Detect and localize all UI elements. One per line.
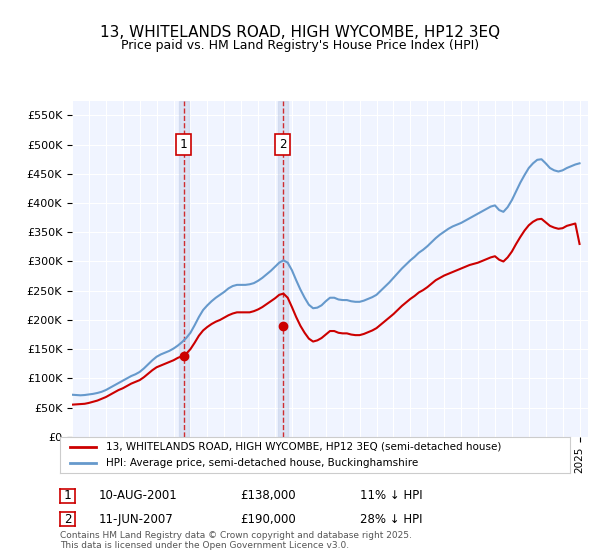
Text: 10-AUG-2001: 10-AUG-2001 [99, 489, 178, 502]
Text: 28% ↓ HPI: 28% ↓ HPI [360, 512, 422, 526]
Text: 1: 1 [180, 138, 187, 151]
Text: 1: 1 [64, 489, 71, 502]
Text: £138,000: £138,000 [240, 489, 296, 502]
Text: £190,000: £190,000 [240, 512, 296, 526]
Text: 13, WHITELANDS ROAD, HIGH WYCOMBE, HP12 3EQ: 13, WHITELANDS ROAD, HIGH WYCOMBE, HP12 … [100, 25, 500, 40]
Text: Contains HM Land Registry data © Crown copyright and database right 2025.
This d: Contains HM Land Registry data © Crown c… [60, 530, 412, 550]
Text: Price paid vs. HM Land Registry's House Price Index (HPI): Price paid vs. HM Land Registry's House … [121, 39, 479, 52]
Text: 2: 2 [64, 513, 71, 526]
Text: HPI: Average price, semi-detached house, Buckinghamshire: HPI: Average price, semi-detached house,… [106, 458, 418, 468]
Text: 2: 2 [279, 138, 286, 151]
Text: 11% ↓ HPI: 11% ↓ HPI [360, 489, 422, 502]
Bar [179, 101, 189, 437]
Text: 11-JUN-2007: 11-JUN-2007 [99, 512, 174, 526]
Text: 13, WHITELANDS ROAD, HIGH WYCOMBE, HP12 3EQ (semi-detached house): 13, WHITELANDS ROAD, HIGH WYCOMBE, HP12 … [106, 442, 501, 452]
Bar [278, 101, 288, 437]
